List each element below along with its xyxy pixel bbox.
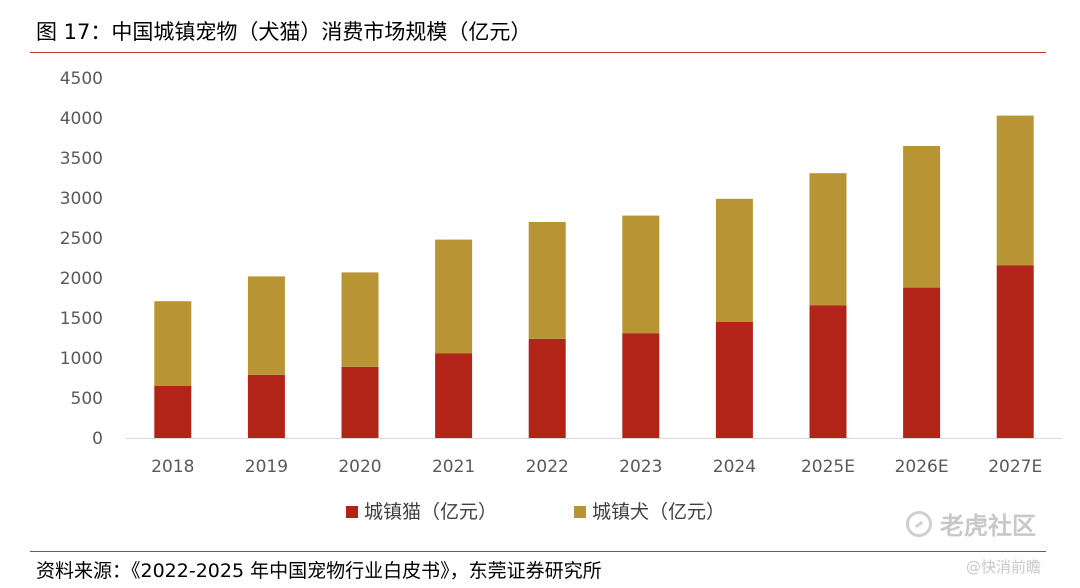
watermark-text: 老虎社区 [940,512,1036,540]
y-tick-label: 4000 [60,109,103,129]
x-tick-label: 2020 [338,457,381,477]
legend-label: 城镇猫（亿元） [364,501,497,523]
bar-dog-segment [715,198,753,322]
bar-dog-segment [341,272,379,367]
y-tick-label: 2500 [60,229,103,249]
y-tick-label: 1500 [60,309,103,329]
y-tick-label: 3500 [60,149,103,169]
x-tick-label: 2021 [432,457,475,477]
x-tick-label: 2024 [713,457,756,477]
source-divider [30,551,1046,552]
y-tick-label: 1000 [60,349,103,369]
title-divider [30,52,1046,53]
watermark-logo-icon [906,510,932,537]
x-tick-label: 2023 [619,457,662,477]
legend-item: 城镇犬（亿元） [574,501,725,523]
bar-dog-segment [528,222,566,339]
bars [154,115,1034,438]
bar-dog-segment [435,239,473,354]
x-tick-label: 2026E [895,457,949,477]
figure-title: 图 17：中国城镇宠物（犬猫）消费市场规模（亿元） [36,20,532,44]
y-tick-label: 0 [92,429,103,449]
y-axis: 0 500 1000 1500 2000 2500 3000 3500 4000 4500 [60,69,103,449]
x-tick-label: 2022 [526,457,569,477]
bar-dog-segment [154,301,192,386]
bar-dog-segment [809,173,847,306]
bar-dog-segment [247,276,285,375]
bar-cat-segment [435,353,473,438]
watermark-sub: @快消前瞻 [966,558,1042,576]
bar-cat-segment [903,287,941,438]
legend-swatch [346,506,358,518]
x-axis: 2018 2019 2020 2021 2022 2023 2024 2025E 2026E 20… [151,457,1042,477]
bar-cat-segment [528,338,566,438]
legend-label: 城镇犬（亿元） [592,501,725,523]
y-tick-label: 500 [71,389,103,409]
y-tick-label: 4500 [60,69,103,89]
bar-cat-segment [809,305,847,438]
legend-swatch [574,506,586,518]
watermark: 老虎社区 [906,506,1036,541]
legend-item: 城镇猫（亿元） [346,501,497,523]
bar-dog-segment [622,215,660,334]
x-tick-label: 2025E [801,457,855,477]
x-tick-label: 2027E [988,457,1042,477]
bar-cat-segment [154,386,192,438]
bar-cat-segment [622,333,660,438]
x-tick-label: 2019 [245,457,288,477]
source-note: 资料来源：《2022-2025 年中国宠物行业白皮书》，东莞证券研究所 [36,560,602,582]
bar-cat-segment [715,322,753,438]
y-tick-label: 2000 [60,269,103,289]
y-tick-label: 3000 [60,189,103,209]
bar-cat-segment [247,374,285,438]
legend: 城镇猫（亿元） 城镇犬（亿元） [346,501,725,523]
bar-dog-segment [903,146,941,288]
bar-cat-segment [996,265,1034,438]
bar-dog-segment [996,115,1034,266]
x-tick-label: 2018 [151,457,194,477]
bar-cat-segment [341,366,379,438]
